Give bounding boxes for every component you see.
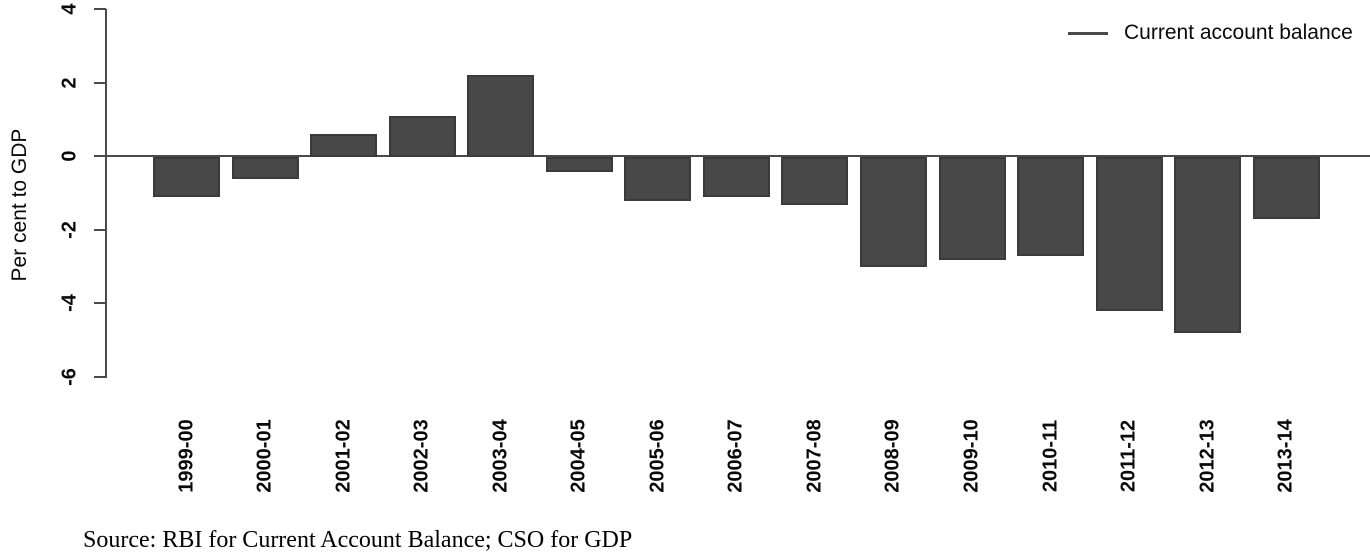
y-tick-mark (94, 81, 106, 84)
y-tick-mark (94, 155, 106, 157)
bar (1017, 157, 1085, 257)
legend-line-swatch (1068, 32, 1108, 35)
y-tick-mark (94, 228, 106, 231)
bar (231, 157, 299, 180)
y-axis-title: Per cent to GDP (8, 128, 31, 282)
y-tick-mark (94, 375, 106, 378)
bar (467, 75, 535, 157)
bar (153, 157, 220, 198)
x-axis-label: 2004-05 (567, 419, 590, 493)
x-axis-label: 2001-02 (332, 419, 355, 493)
x-axis-label: 2009-10 (960, 419, 983, 493)
bar (859, 157, 927, 268)
bar (1174, 157, 1242, 334)
y-tick-label: 0 (58, 150, 81, 162)
x-axis-label: 2011-12 (1117, 419, 1140, 493)
bar (545, 157, 613, 172)
x-axis-label: 2005-06 (646, 419, 669, 493)
bar (624, 157, 692, 202)
x-axis-label: 2010-11 (1039, 419, 1062, 493)
bar (310, 133, 378, 157)
zero-baseline (105, 155, 1370, 157)
x-axis-label: 2002-03 (410, 419, 433, 493)
y-tick-label: 4 (58, 3, 81, 15)
bar (1095, 157, 1163, 312)
bar (702, 157, 770, 198)
x-axis-label: 2008-09 (881, 419, 904, 493)
source-note: Source: RBI for Current Account Balance;… (83, 527, 633, 553)
bar (1252, 157, 1320, 220)
bar (388, 115, 456, 157)
y-tick-label: -6 (58, 367, 81, 386)
x-axis-label: 2003-04 (489, 419, 512, 493)
x-axis-label: 2013-14 (1274, 419, 1297, 493)
x-axis-label: 2006-07 (724, 419, 747, 493)
x-axis-label: 1999-00 (175, 419, 197, 493)
x-axis-label: 2012-13 (1196, 419, 1219, 493)
bar (938, 157, 1006, 260)
y-tick-label: -4 (58, 294, 81, 312)
bar (781, 157, 849, 205)
x-axis-label: 2000-01 (253, 419, 276, 493)
y-tick-label: 2 (58, 76, 81, 89)
x-axis-label: 2007-08 (803, 419, 826, 493)
legend-label: Current account balance (1124, 21, 1353, 44)
y-tick-label: -2 (58, 220, 81, 239)
y-axis-line (105, 9, 107, 378)
y-tick-mark (94, 302, 106, 304)
y-tick-mark (94, 8, 106, 10)
